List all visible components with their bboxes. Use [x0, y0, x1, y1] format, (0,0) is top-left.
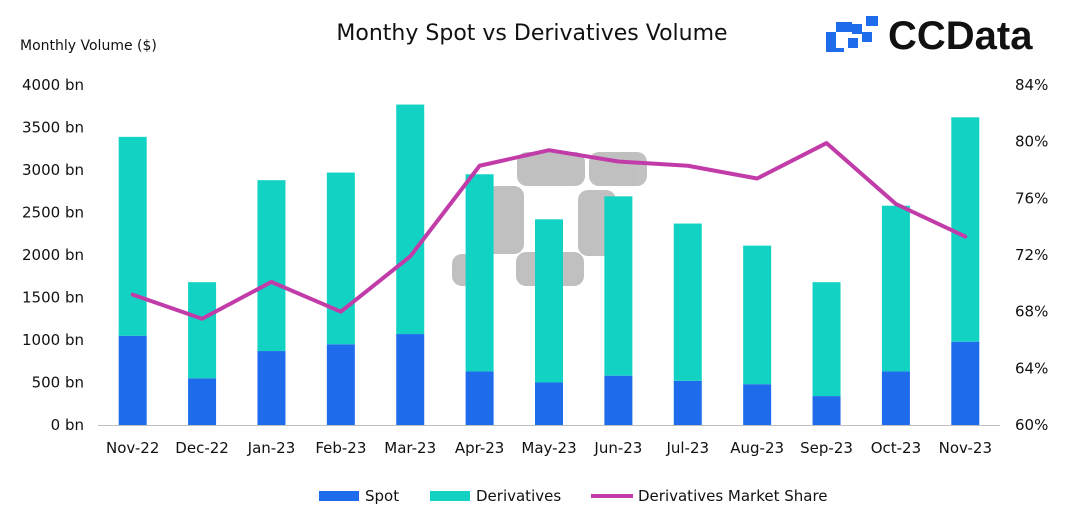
bar-derivatives-may-23: [535, 219, 563, 383]
y2-tick-label: 64%: [1015, 359, 1048, 377]
x-tick-label: Jun-23: [593, 439, 642, 457]
y-tick-label: 2000 bn: [22, 246, 84, 264]
legend-swatch-spot: [319, 491, 359, 501]
bar-derivatives-dec-22: [188, 282, 217, 379]
y2-tick-label: 60%: [1015, 416, 1048, 434]
bar-derivatives-jan-23: [257, 180, 286, 352]
legend-label-spot: Spot: [365, 487, 399, 505]
y-tick-label: 1500 bn: [22, 289, 84, 307]
bar-derivatives-mar-23: [396, 104, 425, 335]
chart-title: Monthy Spot vs Derivatives Volume: [336, 21, 727, 46]
bar-derivatives-jul-23: [673, 223, 702, 381]
ccdata-logo-icon: [826, 16, 878, 52]
y-tick-label: 3000 bn: [22, 161, 84, 179]
legend-swatch-derivatives: [430, 491, 470, 501]
bar-spot-feb-23: [326, 344, 355, 425]
x-tick-label: Feb-23: [315, 439, 366, 457]
y2-tick-label: 84%: [1015, 76, 1048, 94]
legend-label-derivatives: Derivatives: [476, 487, 561, 505]
bar-spot-jul-23: [673, 380, 702, 425]
x-tick-label: May-23: [521, 439, 576, 457]
x-tick-label: Jan-23: [247, 439, 296, 457]
bar-spot-sep-23: [812, 396, 841, 425]
bar-derivatives-nov-22: [118, 136, 147, 336]
series-line-derivatives-market-share: [130, 141, 968, 321]
bar-derivatives-apr-23: [465, 174, 494, 372]
ccdata-logo-text: CCData: [888, 14, 1033, 58]
y2-tick-label: 76%: [1015, 189, 1048, 207]
x-tick-label: Oct-23: [871, 439, 921, 457]
bar-derivatives-feb-23: [326, 172, 355, 345]
x-tick-label: Nov-23: [939, 439, 992, 457]
y-tick-label: 3500 bn: [22, 119, 84, 137]
plot-area: Nov-22 Dec-22 Jan-23 Feb-23 Mar-23 Apr-23 May-…: [22, 76, 1048, 457]
bar-spot-mar-23: [396, 334, 425, 425]
bar-spot-aug-23: [743, 384, 772, 425]
bar-spot-may-23: [535, 382, 563, 425]
bar-spot-nov-22: [118, 335, 147, 425]
bar-spot-oct-23: [881, 371, 910, 425]
bar-spot-nov-23: [951, 341, 980, 425]
x-tick-label: Apr-23: [455, 439, 505, 457]
bar-derivatives-aug-23: [743, 245, 772, 385]
bar-derivatives-oct-23: [881, 205, 910, 372]
x-tick-label: Jul-23: [665, 439, 709, 457]
bar-derivatives-jun-23: [604, 196, 633, 376]
bar-derivatives-sep-23: [812, 282, 841, 397]
x-tick-label: Aug-23: [730, 439, 784, 457]
y2-tick-label: 80%: [1015, 133, 1048, 151]
y2-tick-label: 72%: [1015, 246, 1048, 264]
y-tick-label: 4000 bn: [22, 76, 84, 94]
bar-spot-dec-22: [188, 378, 217, 425]
y-tick-label: 1000 bn: [22, 331, 84, 349]
x-tick-label: Mar-23: [384, 439, 436, 457]
y-tick-label: 2500 bn: [22, 204, 84, 222]
y2-tick-label: 68%: [1015, 303, 1048, 321]
ccdata-logo: CCData: [826, 14, 1033, 58]
bar-spot-apr-23: [465, 371, 494, 425]
y-tick-label: 500 bn: [32, 374, 84, 392]
x-tick-label: Sep-23: [800, 439, 853, 457]
y-axis-title: Monthly Volume ($): [20, 38, 157, 54]
bar-spot-jan-23: [257, 351, 286, 425]
x-tick-label: Dec-22: [175, 439, 229, 457]
y-tick-label: 0 bn: [51, 416, 84, 434]
legend: Spot Derivatives Derivatives Market Share: [319, 487, 828, 505]
legend-label-derivatives-market-share: Derivatives Market Share: [638, 487, 828, 505]
x-tick-label: Nov-22: [106, 439, 159, 457]
bar-spot-jun-23: [604, 375, 633, 425]
bar-derivatives-nov-23: [951, 117, 980, 342]
